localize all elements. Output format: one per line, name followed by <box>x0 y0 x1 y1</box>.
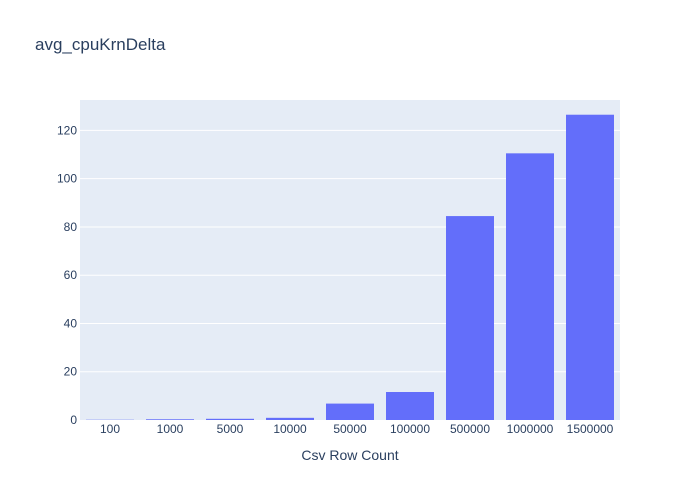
bar-500000[interactable] <box>446 216 494 420</box>
bar-1000[interactable] <box>146 419 194 420</box>
bar-50000[interactable] <box>326 403 374 420</box>
bar-100000[interactable] <box>386 392 434 420</box>
bar-1000000[interactable] <box>506 153 554 421</box>
y-tick-label: 120 <box>57 123 77 137</box>
y-tick-label: 80 <box>64 220 78 234</box>
y-tick-label: 20 <box>64 365 78 379</box>
bar-1500000[interactable] <box>566 114 614 421</box>
y-tick-label: 0 <box>70 413 77 427</box>
y-tick-label: 60 <box>64 268 78 282</box>
bar-10000[interactable] <box>266 417 314 420</box>
x-tick-label: 500000 <box>450 422 490 436</box>
x-tick-label: 100 <box>100 422 120 436</box>
x-tick-label: 100000 <box>390 422 430 436</box>
y-tick-label: 40 <box>64 316 78 330</box>
chart-title: avg_cpuKrnDelta <box>35 35 166 54</box>
x-tick-label: 1000000 <box>507 422 554 436</box>
x-axis-title: Csv Row Count <box>301 447 398 463</box>
bar-5000[interactable] <box>206 418 254 420</box>
x-tick-label: 1500000 <box>567 422 614 436</box>
x-tick-label: 1000 <box>157 422 184 436</box>
x-axis-ticks: 100 1000 5000 10000 50000 100000 500000 1000000… <box>100 422 614 436</box>
x-tick-label: 50000 <box>333 422 367 436</box>
bars <box>86 114 614 421</box>
x-tick-label: 5000 <box>217 422 244 436</box>
y-tick-label: 100 <box>57 172 77 186</box>
y-axis-ticks: 0 20 40 60 80 100 120 <box>57 123 77 427</box>
x-tick-label: 10000 <box>273 422 307 436</box>
